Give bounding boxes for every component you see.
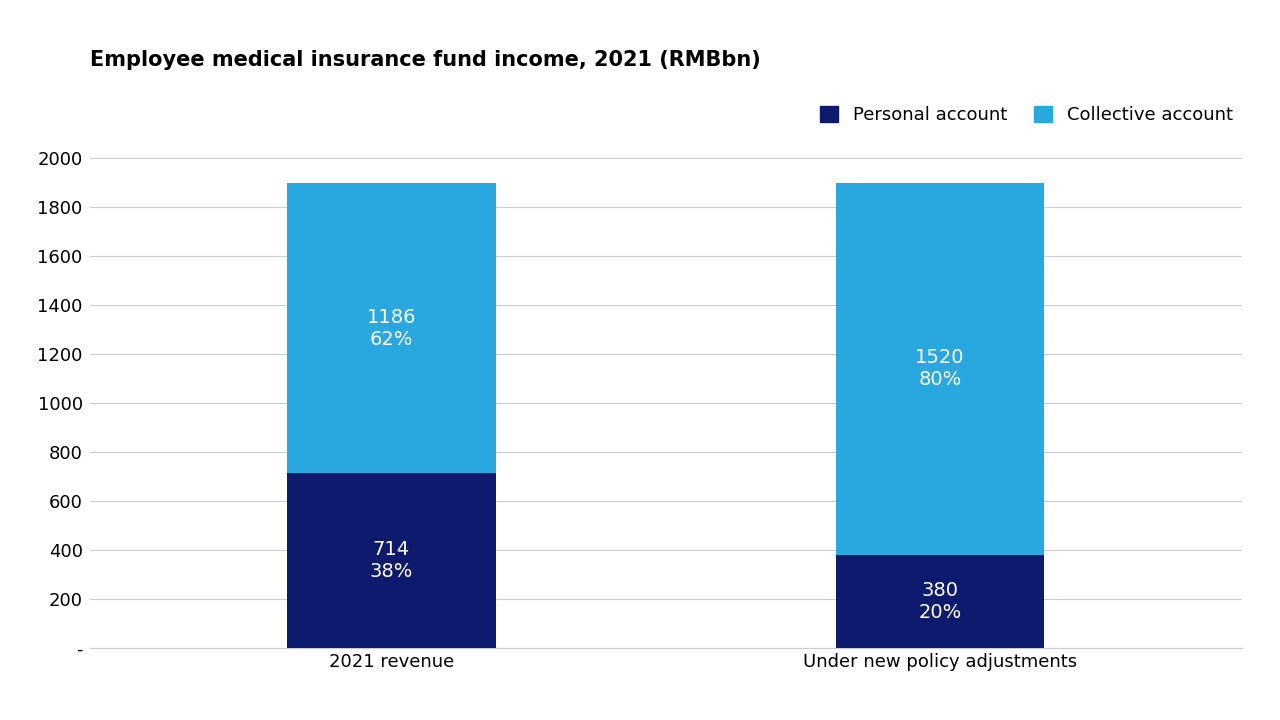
Text: 714
38%: 714 38% <box>370 540 413 581</box>
Text: 1186
62%: 1186 62% <box>366 307 416 348</box>
Bar <box>287 183 495 473</box>
Bar <box>287 473 495 648</box>
Bar <box>836 555 1044 648</box>
Bar <box>836 183 1044 555</box>
Legend: Personal account, Collective account: Personal account, Collective account <box>820 107 1233 125</box>
Text: 380
20%: 380 20% <box>918 581 961 622</box>
Text: Employee medical insurance fund income, 2021 (RMBbn): Employee medical insurance fund income, … <box>90 50 760 71</box>
Text: 1520
80%: 1520 80% <box>915 348 965 390</box>
